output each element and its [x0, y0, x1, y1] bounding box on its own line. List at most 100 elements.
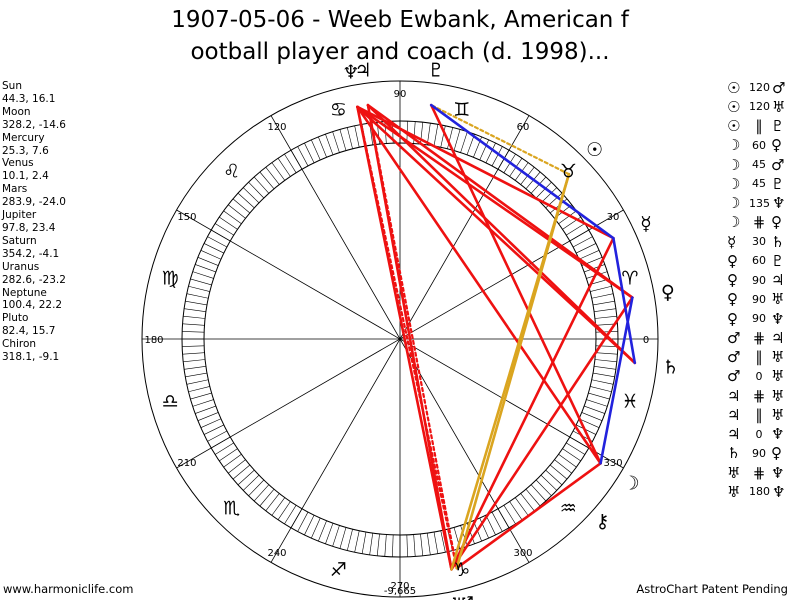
planet-sun-icon: ☉	[586, 139, 603, 161]
aspect-line	[356, 105, 637, 365]
degree-tick	[384, 534, 387, 557]
degree-tick	[197, 412, 219, 421]
degree-tick	[192, 271, 214, 279]
degree-tick	[346, 127, 353, 149]
sign-taurus-icon: ♉	[560, 161, 577, 183]
degree-tick	[203, 424, 224, 435]
degree-labels: 0 30 60 90 120 150 180 210 240 270 300 330	[144, 89, 649, 592]
aspect-row: ☽ ⋕ ♀	[727, 213, 799, 232]
aspect-value: 180	[749, 485, 770, 499]
planet-sun-icon: ☉	[727, 117, 741, 136]
planet-values: 44.3, 16.1	[2, 92, 56, 105]
chart-title-line-1: 1907-05-06 - Weeb Ewbank, American f	[171, 7, 629, 33]
aspect-row: ♂ ∥ ♅	[727, 348, 799, 367]
degree-tick	[453, 129, 461, 151]
website-link[interactable]: www.harmoniclife.com	[3, 582, 134, 596]
degree-tick	[188, 285, 210, 292]
degree-tick	[594, 365, 616, 370]
degree-tick	[485, 142, 496, 163]
degree-tick	[186, 379, 209, 385]
aspect-value: ⋕	[752, 463, 766, 482]
degree-tick	[540, 474, 558, 491]
degree-tick	[584, 405, 605, 414]
planet-glyphs: ☉ ☽ ☿ ♀ ♂ ♃ ♄ ♅ ♆ ♇ ⚷	[342, 59, 679, 600]
aspect-row: ♅ ⋕ ♆	[727, 463, 799, 482]
planet-uranus-icon: ♅	[771, 386, 785, 405]
aspect-row: ♃ 0 ♆	[727, 425, 799, 444]
planet-position-neptune: Neptune 100.4, 22.2	[2, 287, 66, 313]
degree-tick	[304, 515, 315, 536]
planet-position-mercury: Mercury 25.3, 7.6	[2, 132, 66, 158]
degree-tick	[182, 345, 205, 347]
aspect-row: ♀ 60 ♇	[727, 251, 799, 270]
degree-tick	[361, 531, 367, 554]
degree-tick	[479, 517, 489, 539]
degree-tick	[535, 181, 552, 199]
degree-tick	[242, 474, 260, 491]
degree-tick	[242, 187, 260, 204]
aspect-lines	[356, 103, 637, 571]
planet-mercury-icon: ☿	[640, 213, 652, 235]
planet-moon-icon: ☽	[727, 174, 741, 193]
degree-tick	[325, 523, 334, 544]
degree-tick	[182, 352, 205, 355]
sign-capricorn-icon: ♑	[453, 559, 470, 581]
aspect-row: ☉ 120 ♅	[727, 97, 799, 116]
aspect-value: 90	[752, 446, 766, 460]
degree-tick	[311, 139, 321, 161]
degree-label: 150	[177, 212, 196, 223]
degree-tick	[578, 250, 600, 260]
planet-moon-icon: ☽	[623, 472, 640, 494]
planet-positions-list: Sun 44.3, 16.1 Moon 328.2, -14.6 Mercury 25…	[2, 80, 66, 364]
planet-jupiter-icon: ♃	[727, 425, 741, 444]
planet-venus-icon: ♀	[727, 290, 738, 309]
patent-notice: AstroChart Patent Pending	[636, 582, 788, 596]
planet-jupiter-icon: ♃	[727, 405, 741, 424]
aspect-line	[366, 103, 637, 365]
degree-tick	[228, 204, 246, 219]
planet-jupiter-icon: ♃	[771, 271, 785, 290]
sign-sagittarius-icon: ♐	[330, 559, 347, 581]
planet-name: Saturn	[2, 234, 37, 247]
planet-sun-icon: ☉	[727, 97, 741, 116]
planet-name: Sun	[2, 80, 22, 92]
degree-tick	[572, 236, 593, 248]
degree-tick	[183, 359, 206, 363]
degree-tick	[540, 187, 558, 204]
aspect-line	[429, 103, 615, 240]
degree-tick	[253, 484, 270, 502]
aspect-row: ♀ 90 ♆	[727, 309, 799, 328]
planet-name: Chiron	[2, 338, 37, 351]
sign-scorpio-icon: ♏	[223, 497, 240, 519]
planet-values: 318.1, -9.1	[2, 351, 60, 364]
chart-title-line-2: ootball player and coach (d. 1998)...	[190, 39, 610, 65]
degree-tick	[491, 511, 503, 532]
degree-tick	[200, 418, 222, 428]
planet-name: Neptune	[2, 286, 47, 299]
planet-venus-icon: ♀	[727, 251, 738, 270]
degree-tick	[207, 236, 228, 248]
degree-tick	[184, 365, 206, 370]
degree-tick	[584, 264, 605, 273]
degree-tick	[182, 323, 205, 326]
planet-values: 100.4, 22.2	[2, 299, 63, 312]
degree-tick	[219, 216, 238, 230]
degree-tick	[514, 497, 529, 516]
planet-mars-icon: ♂	[457, 593, 474, 600]
planet-position-venus: Venus 10.1, 2.4	[2, 157, 66, 183]
aspect-row: ☽ 45 ♇	[727, 174, 799, 193]
planet-values: 283.9, -24.0	[2, 196, 66, 209]
aspect-value: 60	[752, 138, 766, 152]
degree-tick	[530, 484, 547, 502]
planet-moon-icon: ☽	[727, 213, 741, 232]
degree-tick	[318, 136, 327, 158]
aspect-row: ☉ 120 ♂	[727, 78, 799, 97]
degree-tick	[195, 264, 216, 273]
planet-sun-icon: ☉	[727, 78, 741, 97]
planet-values: 82.4, 15.7	[2, 325, 56, 338]
planet-values: 354.2, -4.1	[2, 247, 60, 260]
aspect-row: ☽ 135 ♆	[727, 194, 799, 213]
degree-tick	[566, 223, 586, 236]
degree-tick	[354, 125, 360, 148]
degree-tick	[223, 453, 242, 468]
